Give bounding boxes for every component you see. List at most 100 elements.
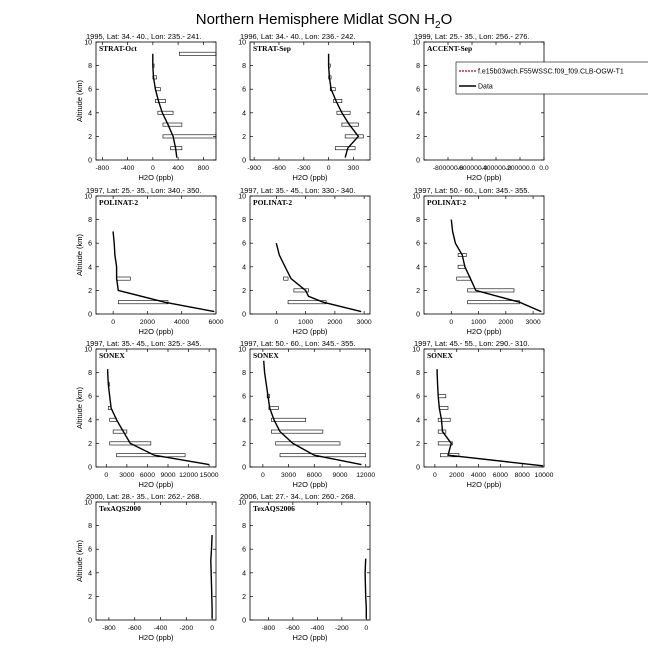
y-tick-label: 10 xyxy=(412,347,420,354)
y-axis-label: Altitude (km) xyxy=(75,386,84,429)
range-box xyxy=(437,441,453,446)
y-tick-label: 8 xyxy=(242,370,246,377)
campaign-label: ACCENT-Sep xyxy=(427,44,472,53)
y-tick-label: 8 xyxy=(416,370,420,377)
y-tick-label: 2 xyxy=(88,441,92,448)
range-box xyxy=(268,406,279,410)
x-tick-label: -200000.0 xyxy=(505,165,536,172)
y-tick-label: 2 xyxy=(242,134,246,141)
y-axis-label: Altitude (km) xyxy=(75,539,84,582)
y-tick-label: 0 xyxy=(416,312,420,319)
y-tick-label: 0 xyxy=(88,312,92,319)
x-axis-label: H2O (ppb) xyxy=(138,327,174,336)
y-tick-label: 8 xyxy=(242,523,246,530)
chart-panel: 1997, Lat: 25.- 35., Lon: 340.- 350. POLI… xyxy=(75,186,224,336)
x-tick-label: 2000 xyxy=(498,319,513,326)
y-tick-label: 4 xyxy=(242,417,246,424)
x-axis-label: H2O (ppb) xyxy=(466,173,502,182)
range-box xyxy=(275,441,341,446)
x-tick-label: 12000 xyxy=(179,472,198,479)
plot-frame xyxy=(249,41,371,161)
plot-frame xyxy=(95,195,217,315)
chart-panel: 2006, Lat: 27.- 34., Lon: 260.- 268. TexA… xyxy=(238,492,371,642)
campaign-label: POLINAT-2 xyxy=(427,198,466,207)
data-line xyxy=(327,53,360,158)
range-box xyxy=(467,300,520,305)
y-tick-label: 2 xyxy=(416,134,420,141)
range-box xyxy=(109,441,152,446)
campaign-label: SONEX xyxy=(253,351,279,360)
y-tick-label: 4 xyxy=(88,417,92,424)
x-tick-label: 0 xyxy=(433,472,437,479)
range-box xyxy=(437,417,451,422)
x-tick-label: -400 xyxy=(311,625,325,632)
y-tick-label: 10 xyxy=(84,194,92,201)
x-tick-label: 0 xyxy=(274,319,278,326)
panel-header: 1997, Lat: 50.- 60., Lon: 345.- 355. xyxy=(414,186,530,195)
data-line xyxy=(152,53,178,158)
data-line xyxy=(275,243,362,313)
plot-frame xyxy=(95,41,217,161)
x-tick-label: 15000 xyxy=(200,472,219,479)
x-tick-label: -200 xyxy=(335,625,349,632)
y-tick-label: 2 xyxy=(242,441,246,448)
x-tick-label: -800 xyxy=(102,625,116,632)
x-tick-label: 3000 xyxy=(119,472,134,479)
y-tick-label: 4 xyxy=(242,264,246,271)
campaign-label: TexAQS2000 xyxy=(99,504,141,513)
range-box xyxy=(336,110,351,115)
chart-panel: 1997, Lat: 45.- 55., Lon: 290.- 310. SONE… xyxy=(412,339,553,489)
x-tick-label: -400 xyxy=(121,165,135,172)
range-box xyxy=(271,429,324,434)
y-tick-label: 8 xyxy=(242,63,246,70)
x-tick-label: 9000 xyxy=(160,472,175,479)
range-box xyxy=(440,453,460,458)
range-box xyxy=(456,276,471,281)
y-tick-label: 10 xyxy=(412,194,420,201)
x-tick-label: 4000 xyxy=(174,319,189,326)
x-tick-label: -800 xyxy=(262,625,276,632)
y-tick-label: 6 xyxy=(242,394,246,401)
plot-frame xyxy=(95,348,217,468)
range-box xyxy=(283,276,289,281)
y-tick-label: 2 xyxy=(416,288,420,295)
y-tick-label: 2 xyxy=(88,594,92,601)
x-tick-label: -800 xyxy=(96,165,110,172)
data-line xyxy=(436,369,543,467)
panel-header: 1997, Lat: 50.- 60., Lon: 345.- 355. xyxy=(240,339,356,348)
panel-header: 1999, Lat: 25.- 35., Lon: 256.- 276. xyxy=(414,32,530,41)
panel-header: 1997, Lat: 25.- 35., Lon: 340.- 350. xyxy=(86,186,202,195)
x-tick-label: -600 xyxy=(272,165,286,172)
x-tick-label: 0 xyxy=(151,165,155,172)
y-tick-label: 0 xyxy=(416,465,420,472)
range-box xyxy=(437,394,447,399)
campaign-label: STRAT-Sep xyxy=(253,44,291,53)
chart-panel: 1995, Lat: 34.- 40., Lon: 235.- 241. STRA… xyxy=(75,32,217,182)
chart-panel: 1997, Lat: 50.- 60., Lon: 345.- 355. POLI… xyxy=(412,186,545,336)
range-box xyxy=(457,264,466,269)
y-tick-label: 10 xyxy=(238,347,246,354)
y-tick-label: 2 xyxy=(88,134,92,141)
y-tick-label: 8 xyxy=(88,370,92,377)
data-line xyxy=(364,558,367,619)
y-tick-label: 10 xyxy=(84,347,92,354)
x-tick-label: 1000 xyxy=(471,319,486,326)
campaign-label: SONEX xyxy=(99,351,125,360)
plot-frame xyxy=(95,501,217,621)
x-axis-label: H2O (ppb) xyxy=(138,480,174,489)
range-box xyxy=(344,134,364,139)
chart-panel: 2000, Lat: 28.- 35., Lon: 262.- 268. TexA… xyxy=(75,492,217,642)
legend: f.e15b03wch.F55WSSC.f09_f09.CLB-OGW-T1 Da… xyxy=(455,61,648,95)
y-tick-label: 8 xyxy=(416,63,420,70)
chart-panel: 1996, Lat: 34.- 40., Lon: 236.- 242. STRA… xyxy=(238,32,371,182)
x-tick-label: 10000 xyxy=(535,472,554,479)
campaign-label: POLINAT-2 xyxy=(253,198,292,207)
y-tick-label: 0 xyxy=(88,158,92,165)
data-line xyxy=(263,360,362,466)
x-axis-label: H2O (ppb) xyxy=(466,327,502,336)
x-tick-label: 3000 xyxy=(281,472,296,479)
x-tick-label: 9000 xyxy=(332,472,347,479)
y-tick-label: 10 xyxy=(84,500,92,507)
x-tick-label: 12000 xyxy=(356,472,375,479)
